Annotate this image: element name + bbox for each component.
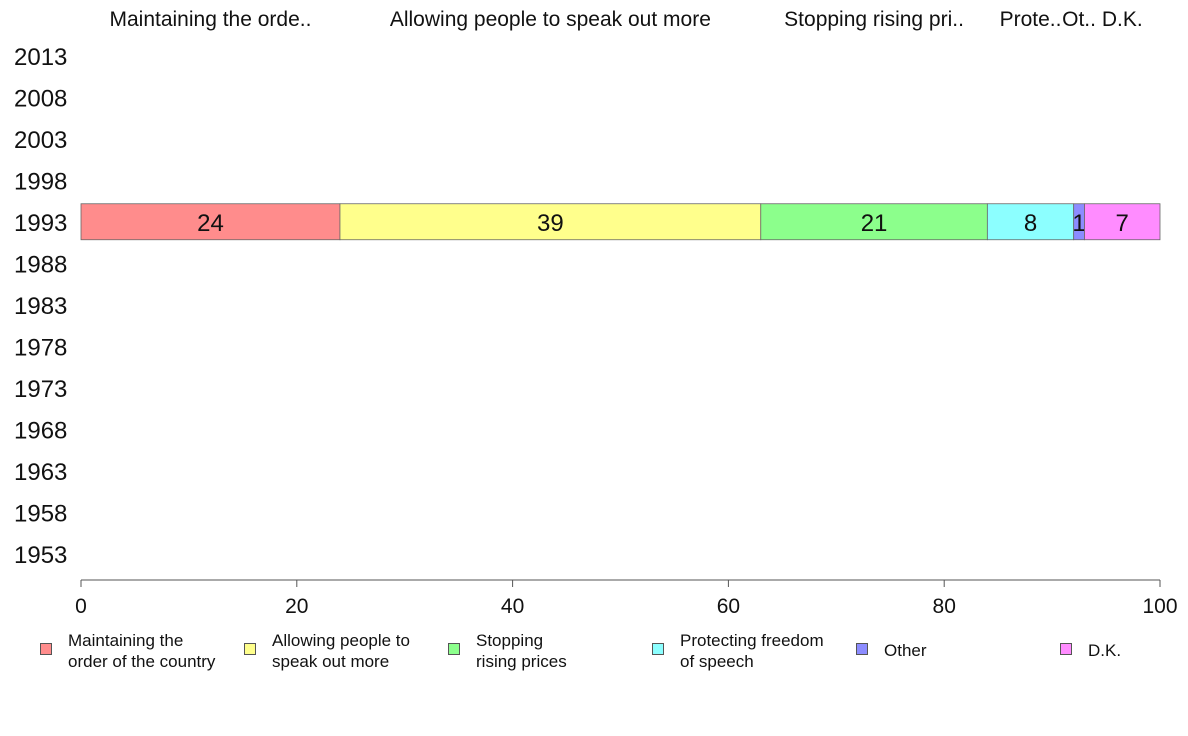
legend-item: Protecting freedom of speech (652, 630, 824, 672)
bar-value-label: 24 (197, 210, 224, 237)
legend-swatch (448, 643, 460, 655)
x-tick-label: 60 (717, 595, 740, 618)
legend-swatch (652, 643, 664, 655)
bar-segment (339, 203, 762, 241)
y-tick-label: 2003 (14, 127, 67, 154)
x-axis: 0 20 40 60 80 100 (75, 579, 1178, 618)
x-tick-label: 40 (501, 595, 524, 618)
column-header: Prote.. (1000, 8, 1062, 31)
bar-segment (986, 203, 1075, 241)
legend-label: Other (884, 641, 927, 660)
column-header: Allowing people to speak out more (390, 8, 711, 31)
bar-segment (760, 203, 988, 241)
bar-segment (1084, 203, 1161, 241)
legend-item: D.K. (1060, 630, 1121, 661)
y-tick-label: 2008 (14, 85, 67, 112)
y-tick-label: 1978 (14, 334, 67, 361)
legend-swatch (244, 643, 256, 655)
column-header: D.K. (1102, 8, 1143, 31)
y-tick-label: 1983 (14, 293, 67, 320)
bar-value-label: 21 (861, 210, 888, 237)
y-tick-label: 1988 (14, 251, 67, 278)
y-tick-label: 1993 (14, 210, 67, 237)
y-tick-label: 1963 (14, 459, 67, 486)
bar-value-label: 1 (1072, 210, 1085, 237)
bar-value-label: 8 (1024, 210, 1037, 237)
legend: Maintaining the order of the country Allo… (0, 630, 1188, 690)
y-tick-label: 1998 (14, 168, 67, 195)
x-tick-label: 0 (75, 595, 87, 618)
legend-swatch (40, 643, 52, 655)
x-tick-label: 80 (933, 595, 956, 618)
column-header: Stopping rising pri.. (784, 8, 964, 31)
legend-label: D.K. (1088, 641, 1122, 660)
y-tick-label: 1953 (14, 542, 67, 569)
legend-label: Maintaining the order of the country (68, 631, 216, 671)
bar-segment (80, 203, 341, 241)
x-tick-label: 100 (1142, 595, 1177, 618)
chart: Maintaining the orde.. Allowing people to… (14, 8, 1178, 618)
legend-item: Other (856, 630, 927, 661)
bar-value-label: 39 (537, 210, 564, 237)
y-tick-label: 1973 (14, 376, 67, 403)
legend-label: Stopping rising prices (476, 631, 567, 671)
column-header: Maintaining the orde.. (109, 8, 311, 31)
y-tick-label: 1968 (14, 417, 67, 444)
legend-label: Protecting freedom of speech (680, 631, 824, 671)
y-tick-label: 1958 (14, 500, 67, 527)
y-axis-labels: 2013 2008 2003 1998 1993 1988 1983 1978 1973 1968… (14, 44, 67, 569)
bar-value-label: 7 (1116, 210, 1129, 237)
bars: 24 39 21 8 1 7 (80, 203, 1161, 241)
column-headers: Maintaining the orde.. Allowing people to… (109, 8, 1142, 31)
legend-item: Stopping rising prices (448, 630, 567, 672)
legend-item: Allowing people to speak out more (244, 630, 410, 672)
y-tick-label: 2013 (14, 44, 67, 71)
legend-label: Allowing people to speak out more (272, 631, 410, 671)
column-header: Ot.. (1062, 8, 1096, 31)
legend-swatch (856, 643, 868, 655)
x-tick-label: 20 (285, 595, 308, 618)
legend-swatch (1060, 643, 1072, 655)
legend-item: Maintaining the order of the country (40, 630, 215, 672)
